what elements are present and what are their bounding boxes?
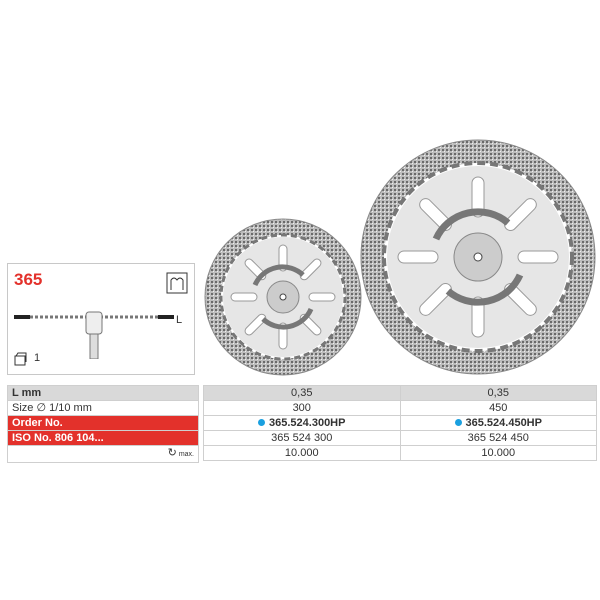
pack-quantity: 1 (34, 352, 41, 364)
cell-iso-no: 365 524 450 (399, 430, 597, 446)
cell-l-mm: 0,35 (399, 385, 597, 401)
dental-indication-icon (166, 272, 188, 294)
spec-labels-table: L mm Size ∅ 1/10 mm Order No. ISO No. 80… (7, 385, 199, 463)
cell-order-no[interactable]: 365.524.300HP (203, 415, 401, 431)
cell-iso-no: 365 524 300 (203, 430, 401, 446)
cell-rpm: 10.000 (203, 445, 401, 461)
rpm-max-text: max. (178, 451, 194, 458)
disc-images (204, 139, 596, 376)
length-label: L (176, 314, 183, 326)
disc-profile-diagram (14, 311, 174, 359)
availability-dot-icon (258, 419, 266, 426)
label-size: Size ∅ 1/10 mm (7, 400, 199, 416)
cell-order-no[interactable]: 365.524.450HP (399, 415, 597, 431)
rotation-icon: ↻ (167, 447, 177, 459)
package-icon (14, 352, 27, 366)
product-info-box: 365 L 1 (7, 263, 195, 375)
order-no-text: 365.524.300HP (269, 417, 346, 429)
label-rpm-max: ↻ max. (7, 445, 199, 463)
diamond-disc-small (204, 218, 362, 376)
label-iso-no: ISO No. 806 104... (7, 430, 199, 446)
spec-values-table: 0,35 0,35 300 450 365.524.300HP 365.524.450… (203, 385, 597, 461)
cell-size: 450 (399, 400, 597, 416)
cell-size: 300 (203, 400, 401, 416)
availability-dot-icon (454, 419, 462, 426)
order-no-text: 365.524.450HP (465, 417, 542, 429)
diamond-disc-large (360, 139, 596, 375)
label-l-mm: L mm (7, 385, 199, 401)
cell-l-mm: 0,35 (203, 385, 401, 401)
label-order-no: Order No. (7, 415, 199, 431)
cell-rpm: 10.000 (399, 445, 597, 461)
product-code: 365 (14, 270, 43, 289)
